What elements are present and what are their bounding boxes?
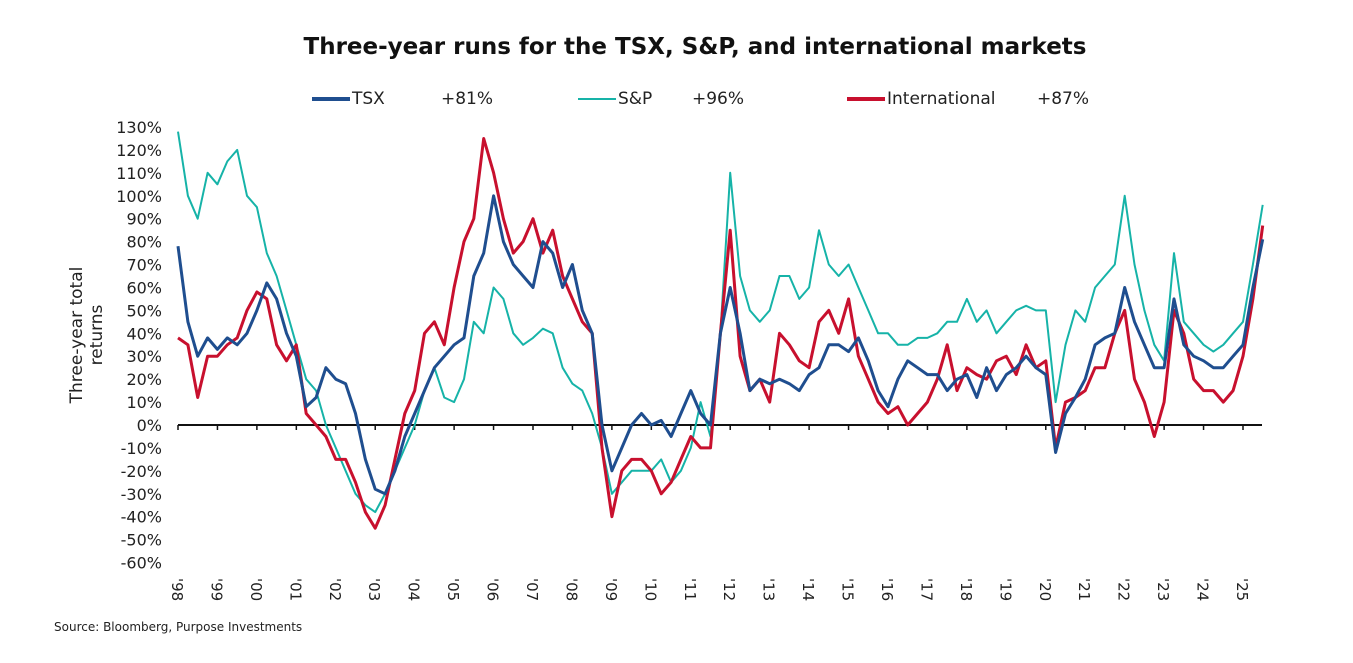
legend-label-sp: S&P — [618, 89, 653, 109]
x-tick-label: '98 — [168, 578, 186, 601]
legend-label-tsx: TSX — [352, 89, 385, 109]
source-note: Source: Bloomberg, Purpose Investments — [54, 620, 303, 634]
x-tick-label: '25 — [1233, 578, 1251, 601]
x-tick-label: '21 — [1075, 578, 1093, 601]
y-tick-label: 130% — [116, 118, 162, 137]
x-tick-label: '20 — [1036, 578, 1054, 601]
x-tick-label: '09 — [602, 578, 620, 601]
legend-value-sp: +96% — [692, 89, 745, 109]
y-tick-label: -20% — [121, 462, 162, 481]
y-tick-label: 10% — [126, 393, 162, 412]
chart-title: Three-year runs for the TSX, S&P, and in… — [303, 34, 1087, 60]
x-tick-label: '10 — [641, 578, 659, 601]
y-tick-label: 120% — [116, 141, 162, 160]
x-tick-label: '01 — [286, 578, 304, 601]
y-tick-label: 0% — [137, 416, 162, 435]
y-tick-label: -40% — [121, 508, 162, 527]
y-tick-label: 80% — [126, 233, 162, 252]
legend-item-international: International — [847, 89, 996, 109]
x-tick-label: '05 — [444, 578, 462, 601]
legend-label-international: International — [887, 89, 996, 109]
y-tick-label: -50% — [121, 531, 162, 550]
y-tick-label: 30% — [126, 347, 162, 366]
x-tick-label: '16 — [878, 578, 896, 601]
x-tick-label: '23 — [1154, 578, 1172, 601]
y-tick-label: -60% — [121, 554, 162, 573]
y-tick-label: -10% — [121, 439, 162, 458]
y-tick-label: 40% — [126, 324, 162, 343]
x-tick-label: '18 — [957, 578, 975, 601]
x-tick-label: '99 — [207, 578, 225, 601]
x-tick-label: '07 — [523, 578, 541, 601]
legend-swatch-sp — [578, 98, 616, 100]
x-tick-label: '04 — [405, 578, 423, 601]
y-tick-label: 50% — [126, 301, 162, 320]
y-tick-label: 90% — [126, 210, 162, 229]
legend-swatch-tsx — [312, 97, 350, 101]
legend-item-tsx: TSX — [312, 89, 385, 109]
x-tick-label: '08 — [562, 578, 580, 601]
x-tick-label: '15 — [839, 578, 857, 601]
y-tick-label: 70% — [126, 256, 162, 275]
y-tick-label: -30% — [121, 485, 162, 504]
x-tick-label: '11 — [681, 578, 699, 601]
x-tick-label: '24 — [1194, 578, 1212, 601]
y-tick-label: 110% — [116, 164, 162, 183]
legend-item-sp: S&P — [578, 89, 652, 109]
x-tick-label: '19 — [996, 578, 1014, 601]
x-tick-label: '12 — [720, 578, 738, 601]
legend-value-tsx: +81% — [441, 89, 494, 109]
series-line-tsx — [176, 194, 1265, 496]
x-tick-label: '02 — [326, 578, 344, 601]
y-tick-label: 60% — [126, 278, 162, 297]
x-tick-label: '03 — [365, 578, 383, 601]
x-tick-label: '22 — [1115, 578, 1133, 601]
x-tick-label: '13 — [760, 578, 778, 601]
x-tick-label: '17 — [917, 578, 935, 601]
x-tick-label: '14 — [799, 578, 817, 601]
legend-value-international: +87% — [1037, 89, 1090, 109]
x-tick-label: '06 — [484, 578, 502, 601]
y-tick-label: 100% — [116, 187, 162, 206]
y-tick-label: 20% — [126, 370, 162, 389]
legend-swatch-international — [847, 97, 885, 101]
x-tick-label: '00 — [247, 578, 265, 601]
